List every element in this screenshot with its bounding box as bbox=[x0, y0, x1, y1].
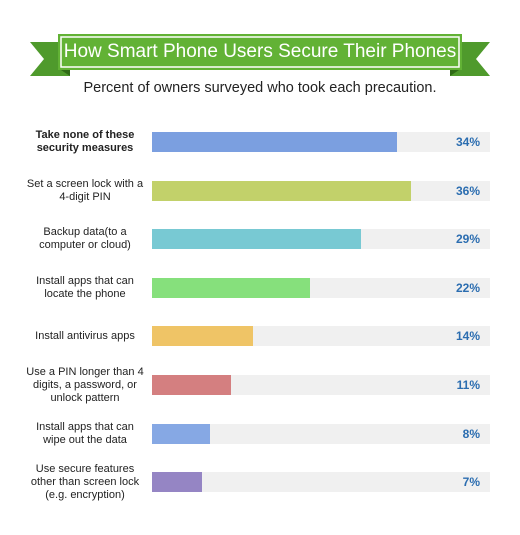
bar bbox=[152, 132, 397, 152]
bar bbox=[152, 326, 253, 347]
value-label: 11% bbox=[456, 378, 480, 392]
category-label: Set a screen lock with a 4-digit PIN bbox=[26, 177, 144, 203]
bar bbox=[152, 375, 232, 395]
category-label: Install apps that can wipe out the data bbox=[36, 420, 134, 446]
bar bbox=[152, 180, 411, 201]
category-label: Install antivirus apps bbox=[35, 329, 135, 342]
category-label: Take none of these security measures bbox=[35, 129, 135, 154]
value-label: 7% bbox=[462, 475, 480, 490]
category-label: Use a PIN longer than 4 digits, a passwo… bbox=[26, 365, 144, 404]
value-label: 14% bbox=[455, 329, 480, 344]
value-label: 34% bbox=[455, 135, 480, 149]
category-label: Use secure features other than screen lo… bbox=[30, 462, 140, 501]
chart-subtitle: Percent of owners surveyed who took each… bbox=[83, 80, 437, 96]
category-label: Backup data(to a computer or cloud) bbox=[39, 226, 131, 252]
bar bbox=[152, 472, 203, 493]
value-label: 22% bbox=[455, 280, 480, 295]
bar bbox=[152, 229, 361, 250]
value-label: 29% bbox=[455, 232, 480, 247]
title-ribbon bbox=[30, 34, 490, 76]
bar-track bbox=[152, 423, 490, 444]
chart-title: How Smart Phone Users Secure Their Phone… bbox=[63, 41, 457, 62]
category-label: Install apps that can locate the phone bbox=[36, 274, 134, 300]
bar bbox=[152, 277, 311, 298]
value-label: 36% bbox=[455, 183, 480, 198]
bar-track bbox=[152, 472, 490, 493]
value-label: 8% bbox=[462, 426, 480, 441]
bar-track bbox=[152, 375, 490, 395]
bar bbox=[152, 423, 210, 444]
